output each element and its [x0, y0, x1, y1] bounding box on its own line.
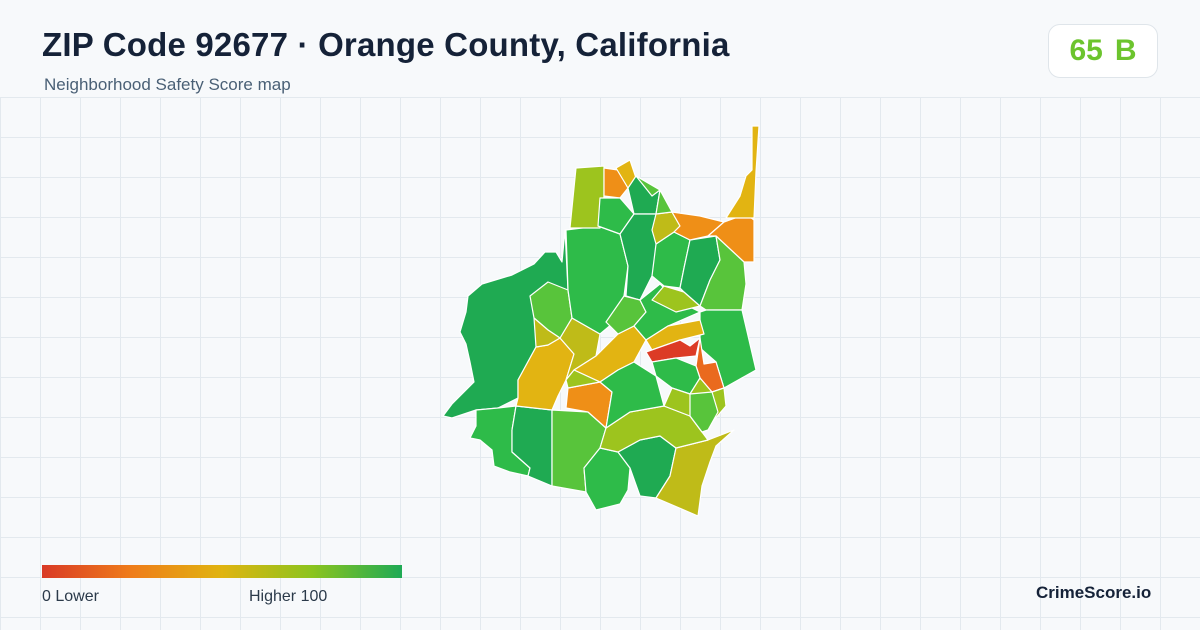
page-subtitle: Neighborhood Safety Score map: [44, 75, 291, 94]
safety-score-grade: B: [1114, 34, 1137, 67]
safety-score-value: 65: [1069, 34, 1103, 67]
legend-max-label: Higher 100: [249, 588, 328, 605]
legend-color-scale: [42, 565, 402, 578]
map-region[interactable]: [533, 317, 561, 348]
map-region[interactable]: [655, 429, 735, 517]
page-title: ZIP Code 92677 · Orange County, Californ…: [42, 26, 730, 63]
map-region[interactable]: [603, 167, 629, 199]
brand-name: CrimeScore.io: [1036, 583, 1152, 602]
legend-min-label: 0 Lower: [42, 588, 99, 605]
map-region[interactable]: [725, 125, 760, 219]
safety-score-badge: 65 B: [1048, 24, 1158, 78]
map-region[interactable]: [689, 391, 719, 433]
